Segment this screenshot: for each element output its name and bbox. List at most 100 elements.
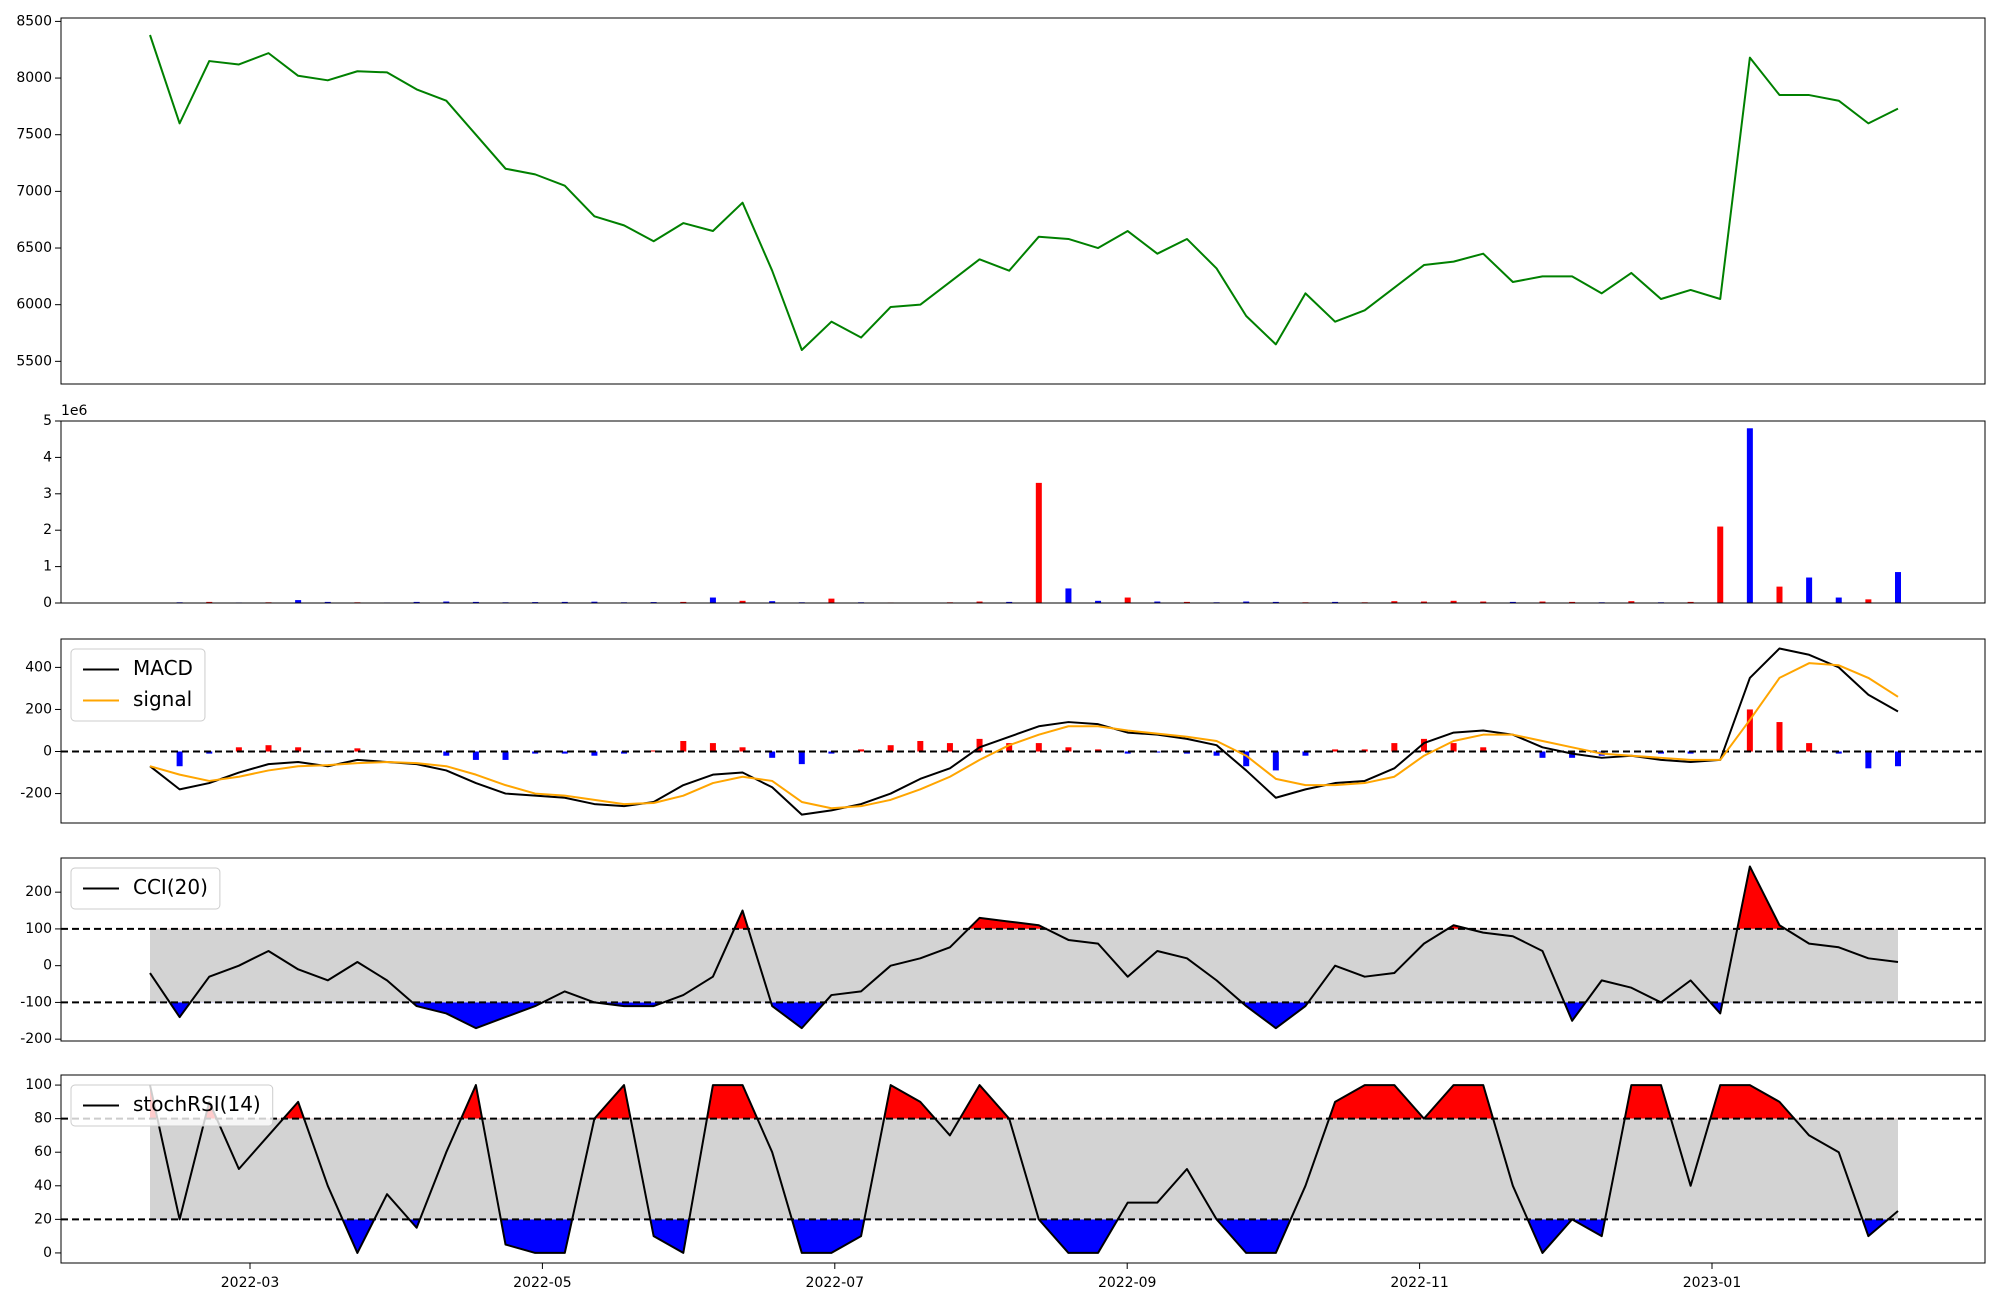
bar — [591, 751, 598, 756]
legend-label: signal — [133, 687, 192, 711]
y-tick-label: 8000 — [16, 70, 52, 86]
y-tick-label: 80 — [34, 1111, 52, 1127]
bar — [1361, 749, 1368, 752]
bar — [324, 601, 331, 603]
bar — [1213, 751, 1220, 756]
bar — [235, 747, 242, 752]
y-tick-label: 0 — [43, 958, 52, 974]
bar — [1657, 751, 1664, 754]
offset-label: 1e6 — [61, 403, 88, 419]
x-tick-label: 2022-11 — [1390, 1275, 1449, 1291]
y-tick-label: 7500 — [16, 127, 52, 143]
bar — [1687, 601, 1694, 603]
bar — [1006, 601, 1013, 603]
bar — [206, 601, 213, 603]
bar — [354, 748, 361, 752]
bar — [769, 601, 776, 603]
bar — [1539, 601, 1546, 603]
bar — [206, 751, 213, 754]
bar — [1391, 601, 1398, 603]
bar — [1776, 586, 1783, 603]
x-tick-label: 2022-05 — [513, 1275, 572, 1291]
bar — [946, 743, 953, 752]
bar — [1272, 601, 1279, 603]
legend-box — [70, 867, 221, 910]
legend-label: stochRSI(14) — [133, 1092, 261, 1116]
bar — [1746, 709, 1753, 752]
bar — [709, 597, 716, 603]
bar — [709, 743, 716, 752]
bar — [1687, 751, 1694, 754]
y-tick-label: 3 — [43, 486, 52, 502]
y-tick-label: 4 — [43, 449, 52, 465]
x-tick-label: 2022-09 — [1098, 1275, 1157, 1291]
y-tick-label: 0 — [43, 744, 52, 760]
bar — [1243, 601, 1250, 603]
bar — [1332, 601, 1339, 603]
y-tick-label: 200 — [25, 701, 52, 717]
bar — [828, 751, 835, 754]
bar — [1243, 751, 1250, 767]
bar — [1717, 526, 1724, 603]
y-tick-label: 7000 — [16, 183, 52, 199]
bar — [1065, 747, 1072, 752]
bar — [1065, 588, 1072, 603]
bar — [472, 601, 479, 603]
bar — [413, 601, 420, 603]
bar — [561, 751, 568, 754]
line — [149, 865, 1899, 1030]
axes-frame — [60, 420, 1986, 604]
y-tick-label: 2 — [43, 522, 52, 538]
y-tick-label: 0 — [43, 595, 52, 611]
fill-below — [150, 1219, 1898, 1253]
bar — [976, 601, 983, 603]
bar — [295, 747, 302, 752]
bar — [887, 745, 894, 752]
bar — [1895, 751, 1901, 767]
y-tick-label: 400 — [25, 659, 52, 675]
bar — [1095, 749, 1102, 752]
y-tick-label: -200 — [20, 1031, 52, 1047]
axes-frame — [60, 1074, 1986, 1264]
x-tick-label: 2022-07 — [806, 1275, 865, 1291]
bar — [295, 600, 302, 603]
bar — [1183, 751, 1190, 754]
fill-below — [150, 1002, 1898, 1029]
bar — [858, 749, 865, 752]
bar — [917, 740, 924, 752]
bar — [1539, 751, 1546, 758]
band — [150, 928, 1898, 1003]
axes-frame — [60, 17, 1986, 385]
y-tick-label: 5 — [43, 413, 52, 429]
bar — [1332, 749, 1339, 752]
legend-box — [70, 648, 206, 722]
bar — [1569, 601, 1576, 603]
y-tick-label: 6000 — [16, 297, 52, 313]
bar — [591, 601, 598, 603]
bar — [1420, 738, 1427, 752]
bar — [1480, 601, 1487, 603]
y-tick-label: 1 — [43, 559, 52, 575]
y-tick-label: 40 — [34, 1178, 52, 1194]
bar — [1865, 751, 1872, 769]
bar — [1746, 428, 1753, 603]
bar — [1806, 577, 1813, 603]
bar — [739, 747, 746, 752]
bar — [1124, 751, 1131, 754]
bar — [1124, 597, 1131, 603]
bar — [265, 745, 272, 752]
bar — [1806, 743, 1813, 752]
x-tick-label: 2022-03 — [221, 1275, 280, 1291]
legend-label: CCI(20) — [133, 875, 208, 899]
bar — [1835, 597, 1842, 603]
bar — [443, 601, 450, 603]
bar — [1480, 747, 1487, 752]
line — [149, 662, 1899, 810]
bar — [1450, 743, 1457, 752]
bar — [1154, 601, 1161, 603]
axes-frame — [60, 638, 1986, 824]
bar — [1895, 572, 1901, 603]
fill-above — [150, 1085, 1898, 1119]
y-tick-label: 6500 — [16, 240, 52, 256]
bar — [502, 751, 509, 760]
